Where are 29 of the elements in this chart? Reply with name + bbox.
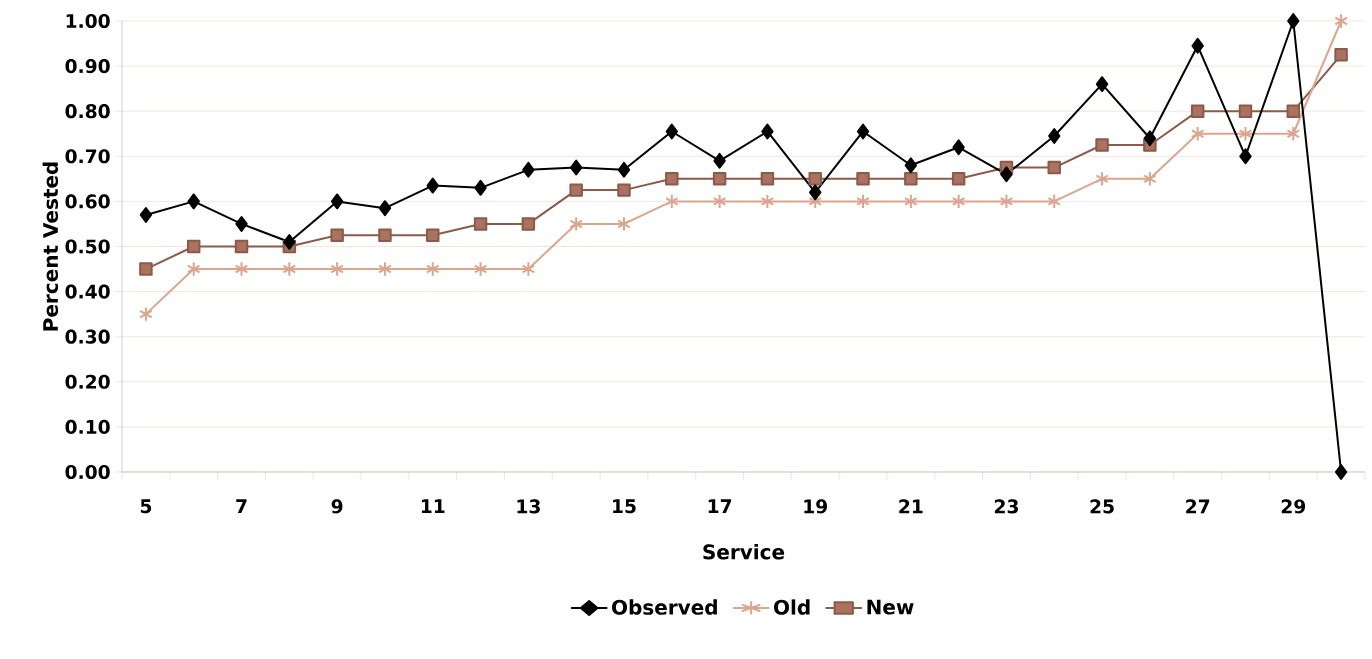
y-tick-label: 0.60	[65, 194, 110, 209]
y-tick-label: 1.00	[66, 13, 110, 29]
legend-label: New	[867, 599, 914, 615]
x-tick-label: 21	[899, 499, 923, 514]
y-tick-label: 0.30	[65, 329, 110, 344]
x-tick-label: 7	[236, 499, 247, 513]
x-tick-label: 27	[1186, 499, 1210, 514]
y-tick-label: 0.80	[65, 104, 110, 119]
y-tick-label: 0.70	[65, 149, 110, 164]
y-tick-label: 0.00	[65, 464, 110, 480]
x-tick-label: 5	[140, 499, 152, 514]
y-tick-label: 0.90	[65, 59, 110, 74]
x-tick-label: 13	[517, 499, 540, 514]
y-axis-title: Percent Vested	[42, 162, 59, 331]
x-tick-label: 9	[331, 499, 343, 514]
y-tick-label: 0.20	[65, 374, 110, 389]
y-tick-label: 0.40	[65, 284, 110, 299]
y-tick-label: 0.10	[65, 419, 110, 434]
legend-label: Observed	[612, 599, 717, 615]
x-axis-title: Service	[703, 543, 785, 560]
y-tick-label: 0.50	[65, 239, 110, 254]
x-tick-label: 11	[421, 499, 445, 513]
legend-label: Old	[774, 599, 810, 615]
x-tick-label: 29	[1281, 499, 1306, 514]
x-tick-label: 17	[708, 499, 732, 513]
x-tick-label: 23	[994, 499, 1018, 514]
x-tick-label: 15	[613, 499, 636, 514]
x-tick-label: 25	[1090, 499, 1114, 514]
x-tick-label: 19	[804, 499, 828, 514]
